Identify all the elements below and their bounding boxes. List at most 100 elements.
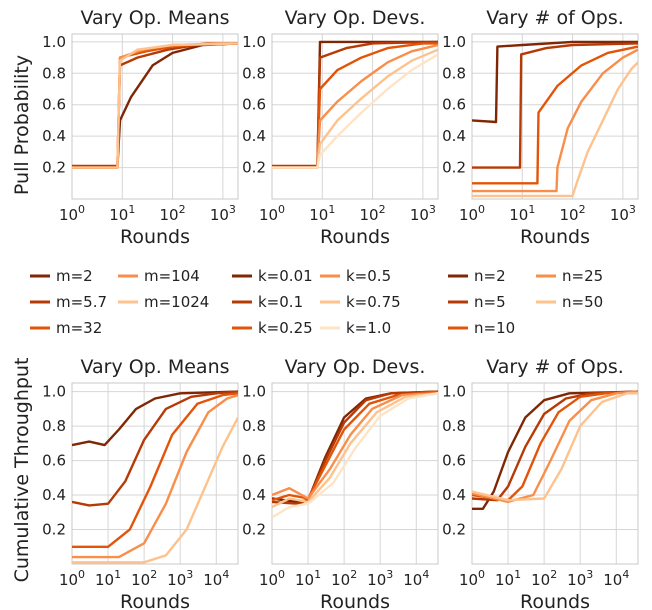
legend: m=2 m=5.7 m=32 m=104 m=1024	[30, 267, 209, 337]
plot-frame	[271, 33, 439, 200]
x-tick-label: 103	[567, 568, 593, 589]
x-tick-label: 100	[59, 568, 85, 589]
y-tick-label: 0.2	[42, 159, 66, 177]
legend-label: k=0.5	[346, 267, 391, 285]
series-line	[72, 42, 238, 169]
y-tick-label: 1.0	[242, 33, 266, 51]
legend-label: k=0.01	[258, 267, 313, 285]
series-line	[272, 392, 438, 500]
legend-label: m=2	[56, 267, 93, 285]
legend: k=0.01 k=0.1 k=0.25 k=0.5 k=0.75 k=1.0	[232, 267, 401, 337]
bottom-row-y-axis-label: Cumulative Throughput	[11, 358, 33, 583]
series-line	[472, 40, 638, 124]
y-tick-label: 1.0	[242, 383, 266, 401]
y-tick-label: 0.6	[442, 452, 466, 470]
legend-label: k=0.1	[258, 293, 303, 311]
x-tick-label: 100	[459, 203, 485, 224]
chart-panel: 100 101 102 103 0.2 0.4 0.6 0.8 1.0 Vary Op. Mean…	[42, 7, 239, 248]
series-line	[472, 390, 638, 510]
y-tick-label: 0.4	[242, 127, 266, 145]
x-tick-label: 101	[495, 568, 521, 589]
legend-label: m=5.7	[56, 293, 107, 311]
legend-label: n=5	[474, 293, 506, 311]
y-tick-label: 0.4	[42, 486, 66, 504]
y-tick-label: 0.4	[442, 127, 466, 145]
y-tick-label: 1.0	[442, 33, 466, 51]
y-tick-label: 1.0	[442, 383, 466, 401]
x-tick-label: 102	[331, 568, 357, 589]
series-line	[272, 48, 438, 169]
series-line	[272, 43, 438, 169]
x-axis-label: Rounds	[520, 591, 590, 610]
x-tick-label: 100	[259, 568, 285, 589]
x-tick-label: 101	[295, 568, 321, 589]
x-tick-label: 103	[367, 568, 393, 589]
y-tick-label: 0.6	[42, 96, 66, 114]
series-line	[72, 392, 238, 548]
plot-frame	[271, 382, 439, 565]
panel-title: Vary Op. Means	[80, 356, 229, 378]
legend-label: n=25	[562, 267, 603, 285]
x-tick-label: 100	[59, 203, 85, 224]
chart-panel: 100 101 102 103 0.2 0.4 0.6 0.8 1.0 Vary Op. Devs…	[242, 7, 439, 248]
x-tick-label: 101	[109, 203, 135, 224]
y-tick-label: 0.4	[42, 127, 66, 145]
y-tick-label: 0.8	[442, 417, 466, 435]
series-line	[472, 392, 638, 502]
series-line	[472, 61, 638, 198]
series-line	[272, 390, 438, 505]
series-line	[72, 42, 238, 169]
x-tick-label: 102	[131, 568, 157, 589]
x-tick-label: 101	[309, 203, 335, 224]
chart-panel: 100 101 102 103 104 0.2 0.4 0.6 0.8 1.0 Vary Op. D…	[242, 356, 439, 610]
plot-frame	[71, 33, 239, 200]
y-tick-label: 0.6	[42, 452, 66, 470]
y-tick-label: 0.2	[242, 521, 266, 539]
legend-label: m=104	[144, 267, 200, 285]
legend-label: n=2	[474, 267, 506, 285]
y-tick-label: 0.8	[242, 64, 266, 82]
y-tick-label: 0.8	[242, 417, 266, 435]
legend-label: n=10	[474, 319, 515, 337]
plot-frame	[471, 382, 639, 565]
series-line	[272, 392, 438, 509]
x-axis-label: Rounds	[320, 226, 390, 248]
x-axis-label: Rounds	[120, 591, 190, 610]
x-tick-label: 103	[610, 203, 636, 224]
legend-label: k=1.0	[346, 319, 391, 337]
y-tick-label: 0.6	[242, 452, 266, 470]
y-tick-label: 0.2	[442, 521, 466, 539]
series-line	[472, 390, 638, 502]
y-tick-label: 0.4	[242, 486, 266, 504]
series-line	[72, 42, 238, 169]
legend-label: m=1024	[144, 293, 209, 311]
x-tick-label: 101	[95, 568, 121, 589]
x-tick-label: 102	[531, 568, 557, 589]
series-line	[272, 53, 438, 169]
y-tick-label: 0.6	[442, 96, 466, 114]
y-tick-label: 0.8	[442, 64, 466, 82]
legend-label: n=50	[562, 293, 603, 311]
top-row-y-axis-label: Pull Probability	[11, 55, 33, 195]
panel-title: Vary Op. Devs.	[285, 7, 426, 29]
x-tick-label: 102	[160, 203, 186, 224]
series-line	[72, 393, 238, 559]
legend-label: k=0.75	[346, 293, 401, 311]
plot-frame	[71, 382, 239, 565]
series-line	[72, 390, 238, 507]
series-line	[472, 42, 638, 169]
y-tick-label: 0.2	[42, 521, 66, 539]
x-tick-label: 103	[167, 568, 193, 589]
x-axis-label: Rounds	[320, 591, 390, 610]
x-tick-label: 100	[459, 568, 485, 589]
x-axis-label: Rounds	[120, 226, 190, 248]
chart-panel: 100 101 102 103 104 0.2 0.4 0.6 0.8 1.0 Vary Op. M…	[42, 356, 239, 610]
series-line	[72, 42, 238, 169]
panel-title: Vary Op. Devs.	[285, 356, 426, 378]
y-tick-label: 0.8	[42, 64, 66, 82]
x-tick-label: 104	[403, 568, 429, 589]
chart-panel: 100 101 102 103 104 0.2 0.4 0.6 0.8 1.0 Vary # of …	[442, 356, 639, 610]
series-line	[272, 40, 438, 168]
series-line	[472, 45, 638, 185]
